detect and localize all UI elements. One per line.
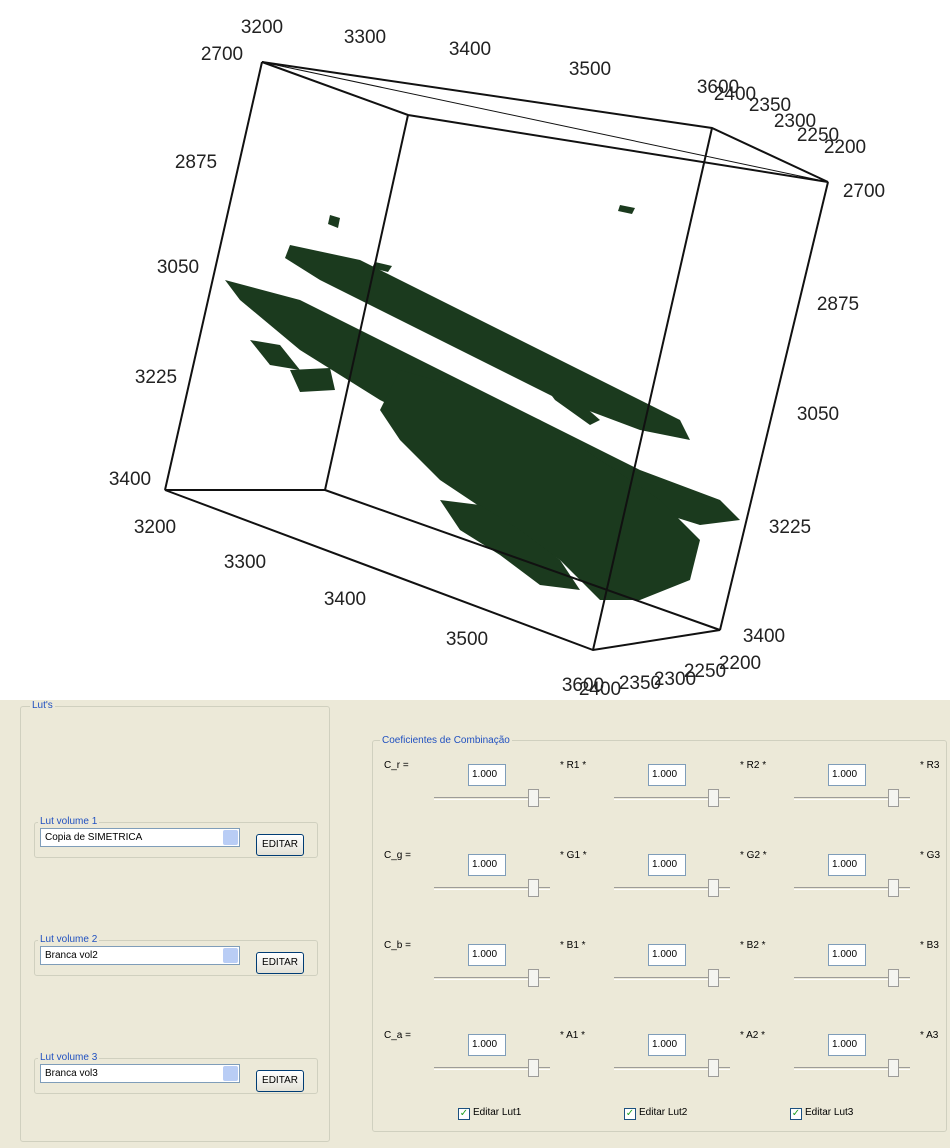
row-label: C_a = (384, 1030, 411, 1041)
slider-thumb[interactable] (528, 879, 539, 897)
coef-tag: * R2 * (740, 760, 766, 771)
checkbox[interactable]: ✓ (458, 1108, 470, 1120)
axis-tick-label: 3500 (569, 59, 611, 80)
coef-input[interactable]: 1.000 (648, 944, 686, 966)
checkbox-label: Editar Lut2 (639, 1107, 687, 1118)
coef-input[interactable]: 1.000 (828, 854, 866, 876)
slider-thumb[interactable] (708, 879, 719, 897)
slider-thumb[interactable] (708, 789, 719, 807)
axis-tick-label: 3400 (743, 626, 785, 647)
edit-button[interactable]: EDITAR (256, 834, 304, 856)
lut-group-label: Lut volume 1 (38, 816, 99, 827)
coef-tag: * A2 * (740, 1030, 765, 1041)
checkbox-label: Editar Lut1 (473, 1107, 521, 1118)
axis-tick-label: 2200 (824, 137, 866, 158)
axis-tick-label: 3050 (157, 257, 199, 278)
coef-tag: * G3 (920, 850, 940, 861)
axis-tick-label: 3225 (769, 517, 811, 538)
coef-input[interactable]: 1.000 (828, 1034, 866, 1056)
coef-tag: * R1 * (560, 760, 586, 771)
axis-tick-label: 3500 (446, 629, 488, 650)
axis-tick-label: 3400 (449, 39, 491, 60)
screen: 3200330034003500360032003300340035003600… (0, 0, 950, 1148)
coef-legend: Coeficientes de Combinação (380, 735, 512, 746)
axis-tick-label: 2875 (175, 152, 217, 173)
coef-tag: * G2 * (740, 850, 767, 861)
checkbox-label: Editar Lut3 (805, 1107, 853, 1118)
axis-tick-label: 3050 (797, 404, 839, 425)
coef-tag: * A1 * (560, 1030, 585, 1041)
lut-select[interactable]: Branca vol2 (40, 946, 240, 965)
coef-input[interactable]: 1.000 (468, 854, 506, 876)
axis-tick-label: 3400 (109, 469, 151, 490)
slider-thumb[interactable] (528, 789, 539, 807)
lut-select[interactable]: Branca vol3 (40, 1064, 240, 1083)
coef-tag: * R3 (920, 760, 939, 771)
lut-select[interactable]: Copia de SIMETRICA (40, 828, 240, 847)
slider-thumb[interactable] (708, 969, 719, 987)
coef-tag: * B2 * (740, 940, 766, 951)
axis-tick-label: 2400 (579, 679, 621, 700)
slider-thumb[interactable] (888, 879, 899, 897)
row-label: C_g = (384, 850, 411, 861)
axis-tick-label: 3300 (224, 552, 266, 573)
slider-thumb[interactable] (528, 969, 539, 987)
coef-input[interactable]: 1.000 (648, 764, 686, 786)
axis-tick-label: 2700 (201, 44, 243, 65)
coef-tag: * B3 (920, 940, 939, 951)
coef-input[interactable]: 1.000 (828, 764, 866, 786)
coef-input[interactable]: 1.000 (468, 944, 506, 966)
slider-thumb[interactable] (888, 1059, 899, 1077)
slider-thumb[interactable] (888, 789, 899, 807)
lut-legend: Lut's (30, 700, 55, 711)
slider-thumb[interactable] (888, 969, 899, 987)
axis-tick-label: 3200 (134, 517, 176, 538)
coef-input[interactable]: 1.000 (468, 1034, 506, 1056)
axis-tick-label: 3225 (135, 367, 177, 388)
coef-input[interactable]: 1.000 (648, 854, 686, 876)
axis-tick-label: 2200 (719, 653, 761, 674)
checkbox[interactable]: ✓ (790, 1108, 802, 1120)
dropdown-arrow[interactable] (223, 948, 238, 963)
axis-tick-label: 2700 (843, 181, 885, 202)
row-label: C_b = (384, 940, 411, 951)
coef-tag: * A3 (920, 1030, 938, 1041)
axis-tick-label: 2875 (817, 294, 859, 315)
axis-tick-label: 3300 (344, 27, 386, 48)
row-label: C_r = (384, 760, 409, 771)
lut-group-label: Lut volume 2 (38, 934, 99, 945)
lut-group-label: Lut volume 3 (38, 1052, 99, 1063)
coef-input[interactable]: 1.000 (828, 944, 866, 966)
slider-thumb[interactable] (528, 1059, 539, 1077)
slider-thumb[interactable] (708, 1059, 719, 1077)
dropdown-arrow[interactable] (223, 1066, 238, 1081)
coef-tag: * G1 * (560, 850, 587, 861)
checkbox[interactable]: ✓ (624, 1108, 636, 1120)
edit-button[interactable]: EDITAR (256, 952, 304, 974)
axis-tick-label: 3200 (241, 17, 283, 38)
dropdown-arrow[interactable] (223, 830, 238, 845)
coef-input[interactable]: 1.000 (468, 764, 506, 786)
coef-input[interactable]: 1.000 (648, 1034, 686, 1056)
coef-tag: * B1 * (560, 940, 586, 951)
axis-tick-label: 3400 (324, 589, 366, 610)
edit-button[interactable]: EDITAR (256, 1070, 304, 1092)
